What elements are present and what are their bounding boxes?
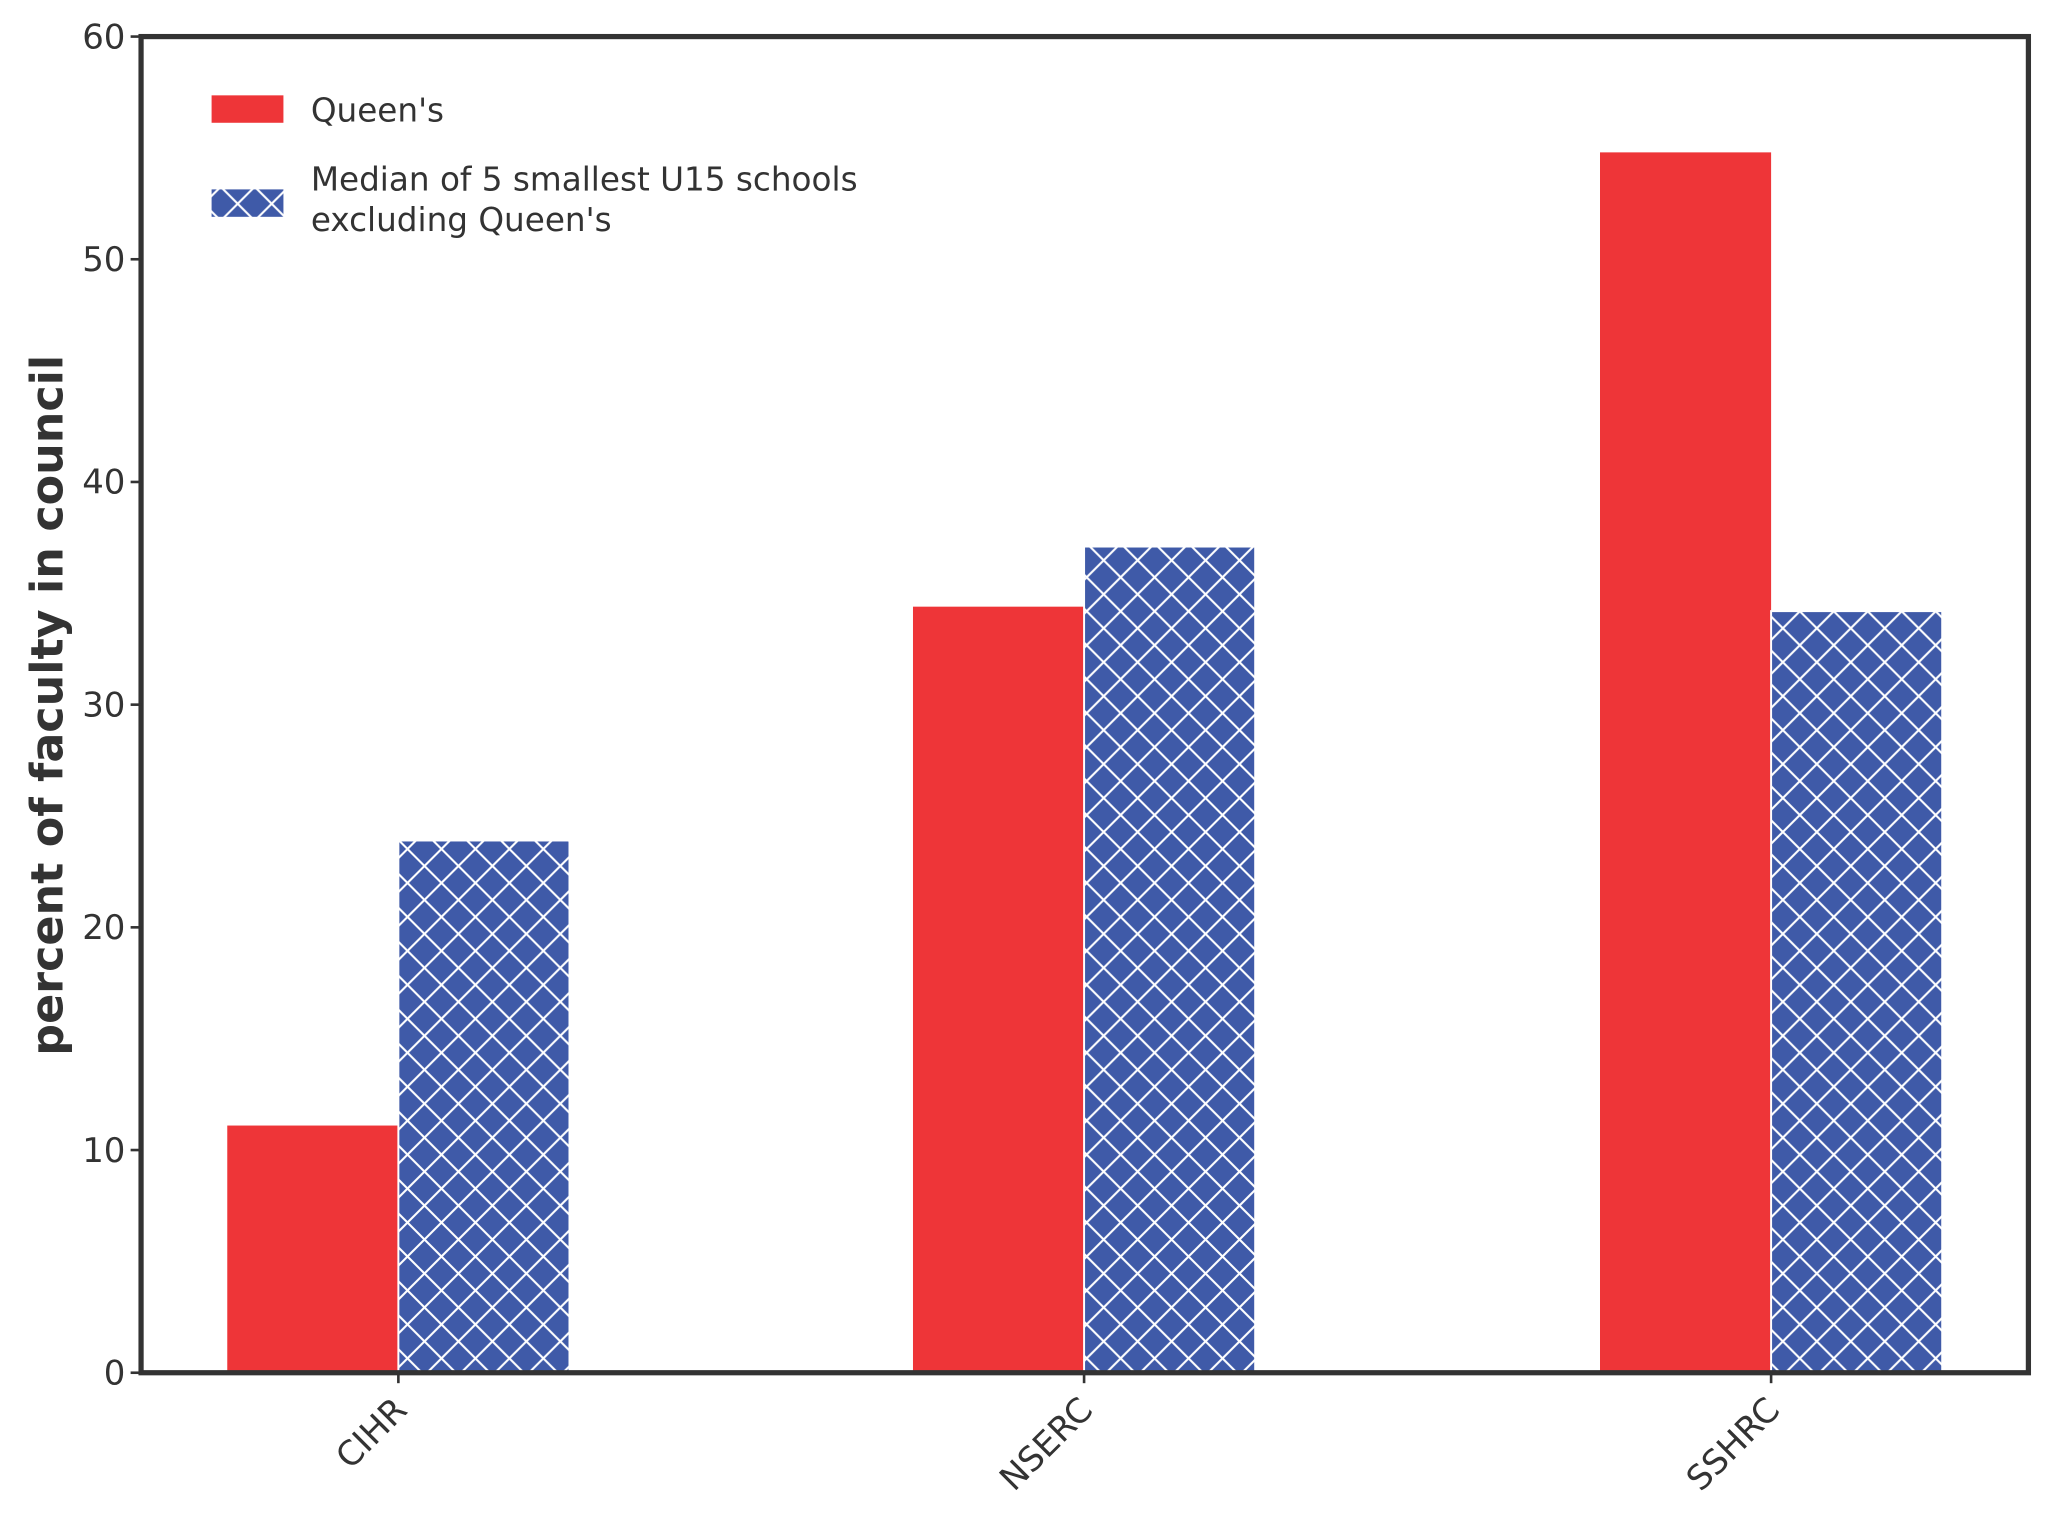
y-tick-label: 50 [82,240,125,280]
y-tick-label: 40 [82,463,125,503]
legend-label-median-line2: excluding Queen's [311,201,612,239]
legend-swatch-median [211,189,284,217]
x-tick-label-cihr: CIHR [328,1390,415,1477]
y-axis: 0 10 20 30 40 50 60 [82,17,142,1393]
legend-label-median-line1: Median of 5 smallest U15 schools [311,161,858,199]
legend: Queen's Median of 5 smallest U15 schools… [211,91,858,239]
bar-queens-nserc [912,606,1085,1373]
bar-median-sshrc [1770,610,1944,1374]
x-tick-label-nserc: NSERC [992,1390,1101,1499]
y-axis-label: percent of faculty in council [23,355,74,1056]
bar-median-cihr [397,839,571,1374]
x-axis: CIHR NSERC SSHRC [328,1372,1788,1499]
bar-queens-sshrc [1600,152,1772,1373]
bars-layer [227,152,1944,1374]
y-tick-label: 10 [82,1131,125,1171]
y-tick-label: 30 [82,685,125,725]
legend-label-queens: Queen's [311,91,444,129]
bar-median-nserc [1083,545,1257,1374]
bar-queens-cihr [227,1125,399,1373]
y-tick-label: 60 [82,17,125,57]
legend-swatch-queens [211,95,284,123]
y-tick-label: 0 [104,1353,126,1393]
y-tick-label: 20 [82,908,125,948]
x-tick-label-sshrc: SSHRC [1679,1390,1788,1499]
